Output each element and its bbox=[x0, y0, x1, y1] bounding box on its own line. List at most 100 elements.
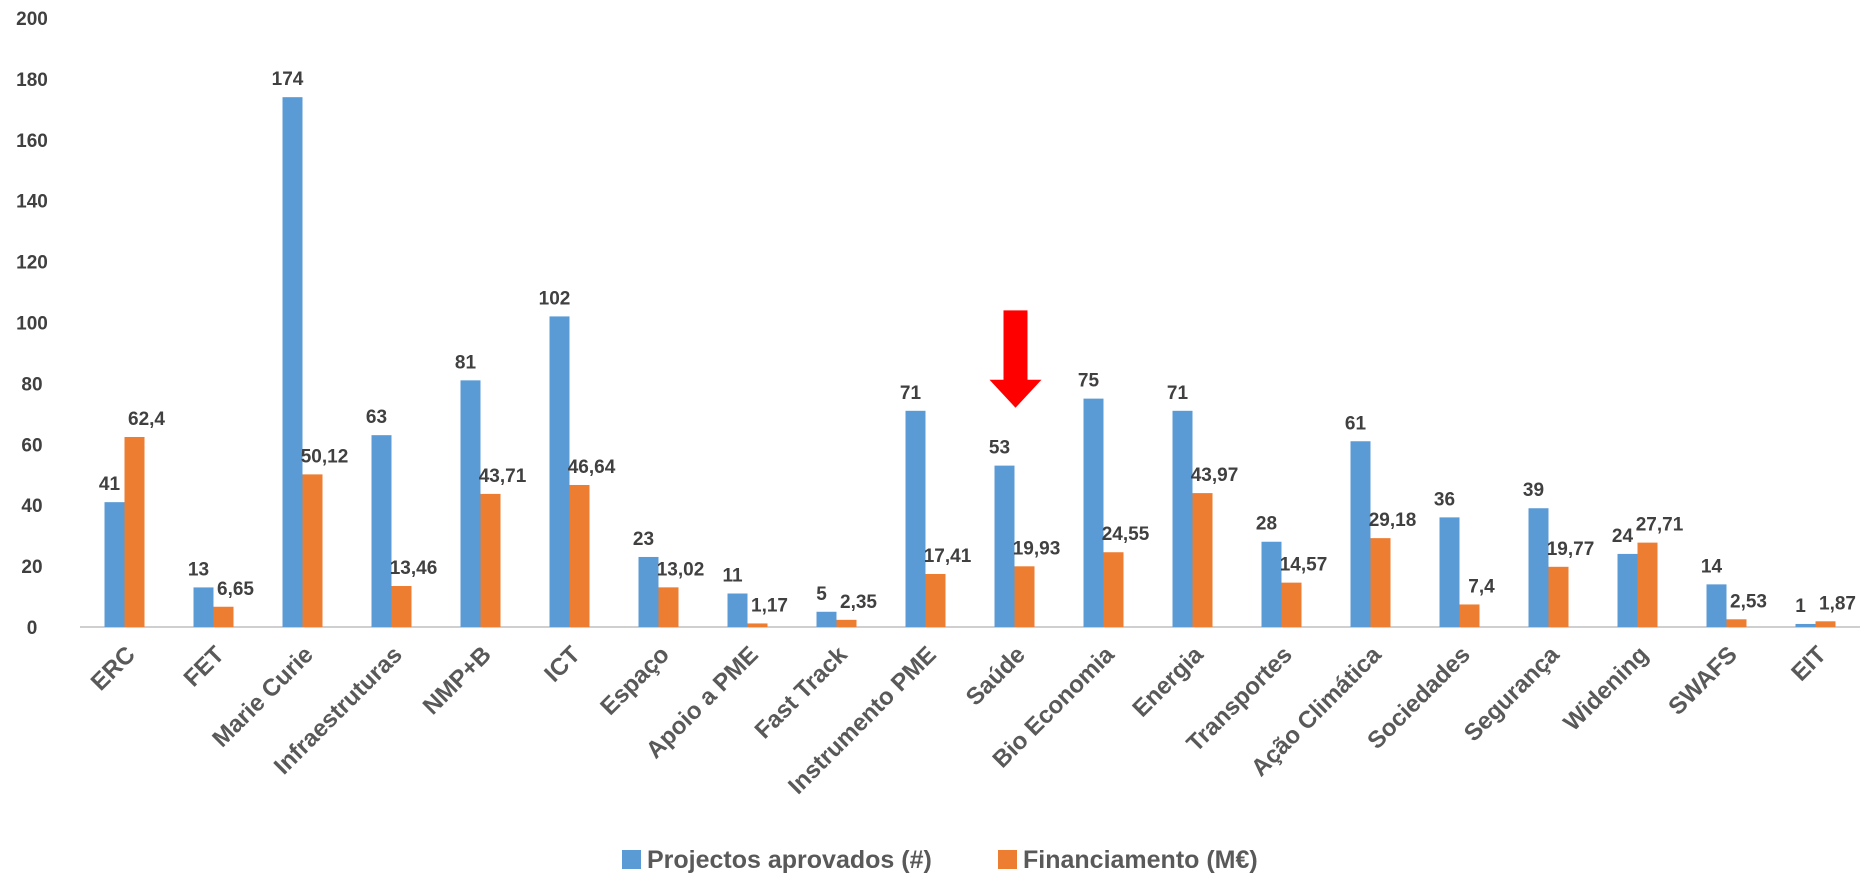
bar-financiamento bbox=[1014, 566, 1035, 627]
bar-financiamento bbox=[1726, 619, 1747, 627]
x-tick-label: EIT bbox=[1786, 641, 1832, 687]
x-tick-label: Saúde bbox=[961, 641, 1031, 711]
bar-financiamento bbox=[658, 587, 679, 627]
data-label-financiamento: 1,17 bbox=[751, 595, 788, 616]
x-tick-label: Instrumento PME bbox=[783, 641, 942, 800]
bar-projectos bbox=[104, 502, 125, 627]
data-label-financiamento: 19,77 bbox=[1547, 539, 1595, 560]
data-label-projectos: 14 bbox=[1701, 556, 1723, 577]
bar-projectos bbox=[994, 465, 1015, 627]
data-label-projectos: 174 bbox=[272, 69, 304, 90]
bar-financiamento bbox=[1815, 621, 1836, 627]
bar-projectos bbox=[1261, 541, 1282, 627]
bar-financiamento bbox=[836, 619, 857, 627]
bar-financiamento bbox=[1459, 604, 1480, 627]
bar-projectos bbox=[1617, 553, 1638, 627]
legend-swatch-financiamento bbox=[998, 850, 1017, 869]
x-tick-label: Widening bbox=[1558, 641, 1653, 736]
data-label-projectos: 5 bbox=[816, 584, 827, 605]
data-label-projectos: 81 bbox=[455, 352, 477, 373]
bar-projectos bbox=[460, 380, 481, 627]
y-tick-label: 0 bbox=[27, 618, 38, 639]
x-tick-label: ERC bbox=[86, 641, 141, 696]
bar-projectos bbox=[1706, 584, 1727, 627]
data-label-projectos: 75 bbox=[1078, 371, 1100, 392]
bar-projectos bbox=[1528, 508, 1549, 627]
bar-projectos bbox=[1172, 410, 1193, 627]
data-label-projectos: 36 bbox=[1434, 489, 1455, 510]
data-label-financiamento: 19,93 bbox=[1013, 538, 1061, 559]
bar-projectos bbox=[549, 316, 570, 627]
legend: Projectos aprovados (#) Financiamento (M€… bbox=[622, 846, 1258, 874]
bar-financiamento bbox=[747, 623, 768, 627]
x-tick-label: SWAFS bbox=[1663, 641, 1742, 720]
data-label-financiamento: 24,55 bbox=[1102, 524, 1150, 545]
annotation-group bbox=[989, 310, 1042, 408]
data-label-projectos: 39 bbox=[1523, 480, 1544, 501]
y-tick-label: 20 bbox=[21, 557, 42, 578]
x-tick-label: ICT bbox=[539, 641, 586, 688]
data-label-financiamento: 13,46 bbox=[390, 558, 438, 579]
bar-projectos bbox=[282, 97, 303, 628]
bar-projectos bbox=[638, 556, 659, 627]
bar-financiamento bbox=[1281, 582, 1302, 627]
x-tick-label: FET bbox=[179, 641, 230, 692]
data-label-financiamento: 27,71 bbox=[1636, 515, 1684, 536]
data-label-financiamento: 7,4 bbox=[1468, 576, 1495, 597]
bar-projectos bbox=[1350, 441, 1371, 627]
data-labels-group: 41 62,4 13 6,65 174 50,12 63 13,46 81 43,71 102 46,… bbox=[99, 69, 1856, 617]
y-tick-label: 200 bbox=[16, 9, 48, 30]
data-label-financiamento: 43,97 bbox=[1191, 465, 1239, 486]
data-label-projectos: 53 bbox=[989, 438, 1010, 459]
data-label-financiamento: 29,18 bbox=[1369, 510, 1417, 531]
bar-projectos bbox=[816, 611, 837, 627]
data-label-projectos: 71 bbox=[1167, 383, 1189, 404]
bar-financiamento bbox=[569, 484, 590, 627]
legend-label-financiamento: Financiamento (M€) bbox=[1023, 846, 1258, 874]
bar-projectos bbox=[905, 410, 926, 627]
data-label-projectos: 1 bbox=[1795, 596, 1806, 617]
y-tick-label: 160 bbox=[16, 131, 48, 152]
x-tick-label: Energia bbox=[1127, 641, 1209, 723]
y-tick-label: 100 bbox=[16, 314, 48, 335]
bar-financiamento bbox=[391, 586, 412, 627]
bar-projectos bbox=[1083, 398, 1104, 627]
x-tick-label: NMP+B bbox=[418, 641, 497, 720]
data-label-projectos: 23 bbox=[633, 529, 654, 550]
y-axis-ticks: 0 20 40 60 80 100 120 140 160 180 200 bbox=[16, 9, 48, 639]
x-tick-label: Segurança bbox=[1459, 641, 1565, 747]
bar-projectos bbox=[193, 587, 214, 627]
bar-financiamento bbox=[1548, 566, 1569, 627]
data-label-projectos: 11 bbox=[722, 566, 743, 587]
data-label-financiamento: 17,41 bbox=[924, 546, 972, 567]
bar-financiamento bbox=[925, 573, 946, 627]
bar-financiamento bbox=[480, 493, 501, 627]
y-tick-label: 40 bbox=[21, 496, 42, 517]
y-tick-label: 120 bbox=[16, 253, 48, 274]
data-label-financiamento: 13,02 bbox=[657, 559, 705, 580]
y-tick-label: 80 bbox=[21, 374, 42, 395]
data-label-financiamento: 46,64 bbox=[568, 457, 616, 478]
data-label-projectos: 71 bbox=[900, 383, 922, 404]
bars-group bbox=[104, 97, 1836, 628]
data-label-projectos: 24 bbox=[1612, 526, 1634, 547]
red-arrow-annotation bbox=[989, 310, 1042, 408]
y-tick-label: 180 bbox=[16, 70, 48, 91]
legend-label-projectos: Projectos aprovados (#) bbox=[647, 846, 932, 874]
legend-swatch-projectos bbox=[622, 850, 641, 869]
data-label-projectos: 13 bbox=[188, 559, 209, 580]
data-label-projectos: 102 bbox=[539, 288, 571, 309]
bar-financiamento bbox=[1637, 542, 1658, 627]
bar-financiamento bbox=[1370, 538, 1391, 627]
bar-projectos bbox=[371, 435, 392, 627]
bar-projectos bbox=[1439, 517, 1460, 627]
data-label-financiamento: 14,57 bbox=[1280, 555, 1328, 576]
data-label-projectos: 41 bbox=[99, 474, 121, 495]
data-label-financiamento: 1,87 bbox=[1819, 593, 1856, 614]
x-tick-label: Espaço bbox=[595, 641, 674, 720]
y-tick-label: 140 bbox=[16, 192, 48, 213]
bar-financiamento bbox=[1192, 493, 1213, 627]
bar-financiamento bbox=[213, 606, 234, 627]
